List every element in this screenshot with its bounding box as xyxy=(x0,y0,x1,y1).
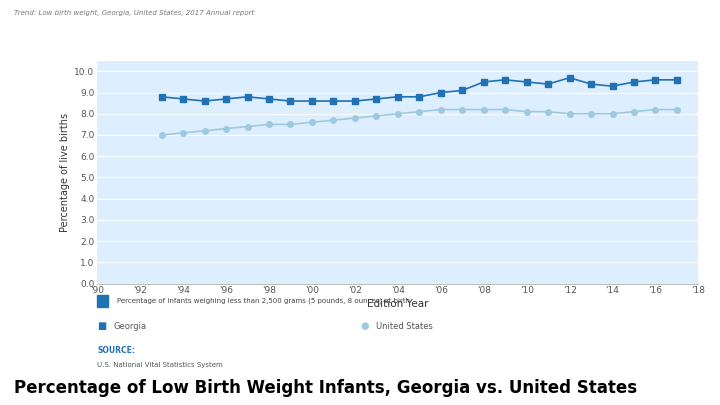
Georgia xyxy=(522,79,531,84)
Georgia xyxy=(372,96,381,101)
Line: Georgia: Georgia xyxy=(159,75,680,104)
Georgia xyxy=(200,99,209,104)
Text: United States: United States xyxy=(376,322,433,330)
Text: Percentage of Low Birth Weight Infants, Georgia vs. United States: Percentage of Low Birth Weight Infants, … xyxy=(14,379,637,397)
United States xyxy=(608,111,617,116)
Text: Trend: Low birth weight, Georgia, United States, 2017 Annual report: Trend: Low birth weight, Georgia, United… xyxy=(14,10,255,16)
Y-axis label: Percentage of live births: Percentage of live births xyxy=(60,113,70,232)
Text: Percentage of infants weighing less than 2,500 grams (5 pounds, 8 ounces) at bir: Percentage of infants weighing less than… xyxy=(117,298,410,304)
United States xyxy=(415,109,423,114)
United States xyxy=(565,111,574,116)
United States xyxy=(200,128,209,133)
Georgia xyxy=(415,94,423,99)
United States xyxy=(265,122,274,127)
Text: SOURCE:: SOURCE: xyxy=(97,346,135,355)
Georgia xyxy=(480,79,488,84)
United States xyxy=(243,124,252,129)
Georgia xyxy=(501,77,510,82)
United States xyxy=(522,109,531,114)
Georgia xyxy=(286,99,294,104)
United States xyxy=(587,111,595,116)
Georgia xyxy=(222,96,230,101)
Georgia xyxy=(394,94,402,99)
United States xyxy=(630,109,639,114)
Text: U.S. National Vital Statistics System: U.S. National Vital Statistics System xyxy=(97,362,223,368)
Line: United States: United States xyxy=(159,107,680,138)
Text: Georgia: Georgia xyxy=(113,322,146,330)
Georgia xyxy=(544,82,552,87)
United States xyxy=(458,107,467,112)
Text: ●: ● xyxy=(360,321,369,331)
United States xyxy=(501,107,510,112)
Georgia xyxy=(458,88,467,93)
United States xyxy=(372,113,381,118)
Georgia xyxy=(587,82,595,87)
Text: ■: ■ xyxy=(97,321,107,331)
United States xyxy=(222,126,230,131)
United States xyxy=(351,115,359,120)
United States xyxy=(672,107,681,112)
Georgia xyxy=(265,96,274,101)
United States xyxy=(307,120,316,125)
Georgia xyxy=(608,84,617,89)
United States xyxy=(179,130,187,135)
United States xyxy=(436,107,445,112)
United States xyxy=(329,118,338,123)
X-axis label: Edition Year: Edition Year xyxy=(367,299,428,309)
Georgia xyxy=(243,94,252,99)
Georgia xyxy=(436,90,445,95)
Georgia xyxy=(630,79,639,84)
United States xyxy=(480,107,488,112)
United States xyxy=(157,132,166,137)
United States xyxy=(544,109,552,114)
Georgia xyxy=(307,99,316,104)
Georgia xyxy=(565,75,574,80)
United States xyxy=(286,122,294,127)
Georgia xyxy=(157,94,166,99)
Georgia xyxy=(329,99,338,104)
Georgia xyxy=(179,96,187,101)
United States xyxy=(651,107,660,112)
United States xyxy=(394,111,402,116)
Georgia xyxy=(351,99,359,104)
Georgia xyxy=(672,77,681,82)
Georgia xyxy=(651,77,660,82)
